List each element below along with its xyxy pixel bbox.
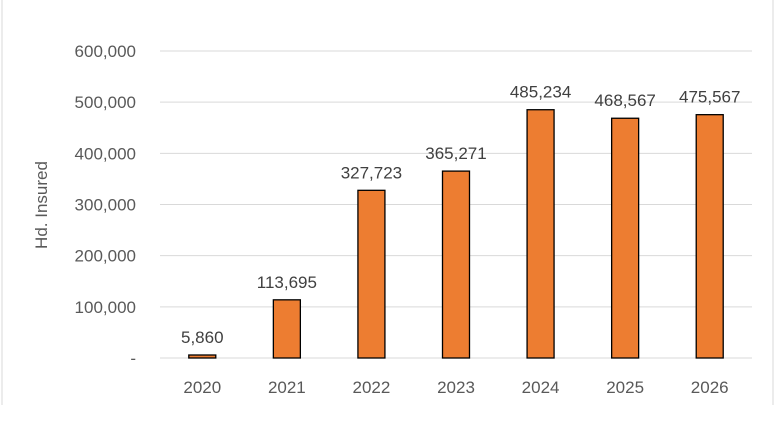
y-tick-label: 200,000 — [75, 247, 136, 266]
y-tick-label: - — [130, 349, 136, 368]
x-tick-label-2025: 2025 — [606, 378, 644, 397]
x-axis-tick-labels: 2020 2021 2022 2023 2024 2025 2026 — [183, 378, 728, 397]
y-axis-tick-labels: - 100,000 200,000 300,000 400,000 500,000 600,… — [75, 42, 136, 368]
data-label-2021: 113,695 — [257, 273, 317, 292]
bar-2024 — [526, 109, 555, 359]
y-tick-label: 500,000 — [75, 93, 136, 112]
data-label-2023: 365,271 — [425, 144, 486, 163]
y-axis-title: Hd. Insured — [32, 161, 51, 249]
data-label-2020: 5,860 — [181, 328, 224, 347]
data-label-2022: 327,723 — [341, 163, 402, 182]
data-label-2024: 485,234 — [510, 83, 571, 102]
x-tick-label-2020: 2020 — [183, 378, 221, 397]
x-tick-label-2021: 2021 — [268, 378, 306, 397]
bar-2023 — [441, 170, 471, 359]
y-tick-label: 600,000 — [75, 42, 136, 61]
y-tick-label: 100,000 — [75, 298, 136, 317]
bar-2022 — [357, 189, 386, 359]
data-label-2025: 468,567 — [594, 91, 655, 110]
x-tick-label-2023: 2023 — [437, 378, 475, 397]
y-tick-label: 400,000 — [75, 144, 136, 163]
x-tick-label-2022: 2022 — [353, 378, 391, 397]
y-tick-label: 300,000 — [75, 196, 136, 215]
x-tick-label-2024: 2024 — [522, 378, 560, 397]
data-labels: 5,860 113,695 327,723 365,271 485,234 468,567… — [181, 83, 740, 347]
bars — [188, 109, 724, 359]
bar-2021 — [272, 299, 302, 359]
bar-2020 — [188, 354, 217, 359]
data-label-2026: 475,567 — [679, 88, 740, 107]
x-tick-label-2026: 2026 — [691, 378, 729, 397]
bar-2025 — [610, 117, 640, 359]
bar-2026 — [695, 114, 724, 359]
